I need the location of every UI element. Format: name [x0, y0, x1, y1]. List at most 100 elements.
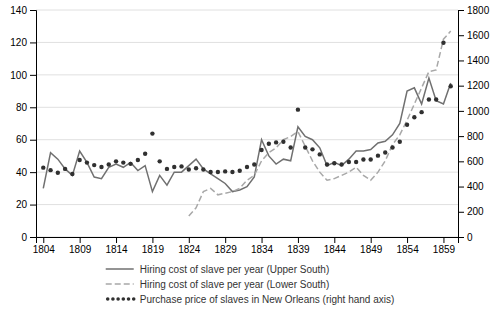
point	[354, 160, 358, 164]
tick: 60	[16, 134, 36, 145]
point	[412, 115, 416, 119]
legend-label: Hiring cost of slave per year (Lower Sou…	[140, 279, 330, 290]
point	[296, 107, 300, 111]
point	[92, 163, 96, 167]
tick-label: 140	[10, 5, 27, 16]
legend: Hiring cost of slave per year (Upper Sou…	[106, 264, 395, 305]
point	[245, 165, 249, 169]
point	[405, 123, 409, 127]
point	[179, 164, 183, 168]
tick: 0	[21, 232, 36, 243]
tick-mark	[371, 237, 372, 243]
tick-label: 1834	[251, 244, 274, 255]
series-line	[43, 78, 450, 192]
legend-label: Hiring cost of slave per year (Upper Sou…	[140, 264, 330, 275]
tick-label: 0	[21, 232, 27, 243]
point	[107, 162, 111, 166]
tick-label: 0	[467, 232, 473, 243]
point	[70, 172, 74, 176]
point	[194, 166, 198, 170]
tick-label: 400	[467, 181, 484, 192]
tick-mark	[30, 42, 36, 43]
tick: 1000	[458, 106, 490, 117]
tick-label: 1809	[69, 244, 92, 255]
tick-label: 1800	[467, 5, 490, 16]
grid-line	[36, 139, 458, 140]
tick-mark	[458, 111, 464, 112]
tick: 800	[458, 131, 484, 142]
point	[238, 169, 242, 173]
point	[390, 145, 394, 149]
tick-mark	[458, 60, 464, 61]
tick: 1800	[458, 5, 490, 16]
point	[259, 148, 263, 152]
point	[216, 170, 220, 174]
tick-label: 1839	[287, 244, 310, 255]
chart: 1804180918141819182418291834183918441849…	[0, 0, 500, 318]
point	[449, 84, 453, 88]
y2-axis: 020040060080010001200140016001800	[458, 5, 490, 243]
tick-label: 1804	[33, 244, 56, 255]
point	[339, 162, 343, 166]
point	[267, 141, 271, 145]
point	[187, 167, 191, 171]
tick-label: 1824	[178, 244, 201, 255]
tick-mark	[458, 187, 464, 188]
tick-mark	[80, 237, 81, 243]
point	[99, 165, 103, 169]
tick-mark	[30, 140, 36, 141]
tick-label: 1400	[467, 55, 490, 66]
tick-mark	[189, 237, 190, 243]
axis-line	[459, 11, 465, 238]
legend-swatch	[111, 297, 115, 301]
point	[172, 165, 176, 169]
tick-label: 1819	[142, 244, 165, 255]
point	[56, 170, 60, 174]
tick-label: 80	[16, 102, 28, 113]
tick-label: 120	[10, 37, 27, 48]
point	[376, 153, 380, 157]
tick-mark	[30, 75, 36, 76]
tick-mark	[30, 10, 36, 11]
point	[419, 110, 423, 114]
tick-mark	[458, 161, 464, 162]
tick-mark	[334, 237, 335, 243]
tick: 120	[10, 37, 36, 48]
tick: 1829	[215, 237, 238, 255]
tick-mark	[443, 237, 444, 243]
tick-label: 1844	[324, 244, 347, 255]
tick: 100	[10, 70, 36, 81]
tick-label: 1854	[396, 244, 419, 255]
point	[41, 165, 45, 169]
point	[157, 159, 161, 163]
tick-label: 1849	[360, 244, 383, 255]
series-points	[41, 41, 453, 177]
tick-label: 20	[16, 199, 28, 210]
point	[48, 168, 52, 172]
legend-swatch	[127, 297, 131, 301]
tick: 1839	[287, 237, 310, 255]
tick: 1824	[178, 237, 201, 255]
point	[325, 162, 329, 166]
tick: 600	[458, 156, 484, 167]
tick: 1809	[69, 237, 92, 255]
point	[150, 131, 154, 135]
tick-label: 800	[467, 131, 484, 142]
tick-mark	[458, 10, 464, 11]
tick: 20	[16, 199, 36, 210]
tick-mark	[458, 212, 464, 213]
tick-label: 1000	[467, 106, 490, 117]
tick-mark	[458, 136, 464, 137]
tick-mark	[30, 205, 36, 206]
tick: 1200	[458, 80, 490, 91]
tick: 1600	[458, 30, 490, 41]
tick: 0	[458, 232, 473, 243]
tick-mark	[458, 237, 464, 238]
plot: 1804180918141819182418291834183918441849…	[10, 5, 489, 255]
legend-swatch	[122, 297, 126, 301]
point	[136, 158, 140, 162]
point	[310, 147, 314, 151]
tick-mark	[225, 237, 226, 243]
point	[398, 140, 402, 144]
grid-line	[36, 107, 458, 108]
